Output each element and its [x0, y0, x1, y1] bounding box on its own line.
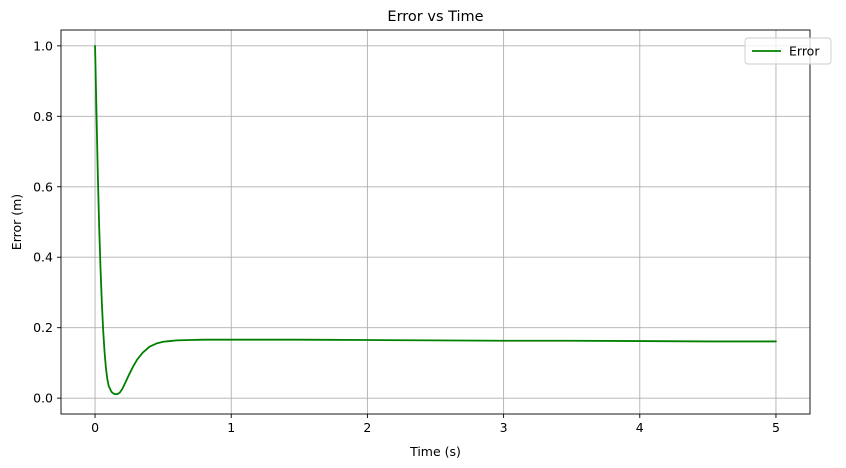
y-tick-label: 0.0 [33, 391, 53, 406]
chart-title: Error vs Time [387, 9, 483, 25]
x-tick-label: 0 [91, 420, 99, 435]
x-axis-ticks: 0 1 2 3 4 5 [91, 414, 780, 435]
y-axis-ticks: 0.0 0.2 0.4 0.6 0.8 1.0 [33, 38, 61, 406]
y-tick-label: 1.0 [33, 38, 53, 53]
x-tick-label: 5 [772, 420, 780, 435]
x-axis-label: Time (s) [409, 444, 461, 459]
y-tick-label: 0.6 [33, 179, 53, 194]
y-tick-label: 0.2 [33, 320, 53, 335]
legend: Error [744, 37, 832, 65]
axes-frame [60, 29, 811, 415]
y-gridlines [61, 45, 810, 399]
y-axis-label: Error (m) [9, 194, 24, 250]
x-tick-label: 1 [227, 420, 235, 435]
y-tick-label: 0.8 [33, 109, 53, 124]
x-gridlines [94, 30, 777, 414]
series-line-error [94, 44, 777, 396]
legend-box [744, 37, 832, 65]
plot-area [61, 30, 810, 414]
legend-label-error: Error [789, 44, 820, 59]
x-tick-label: 3 [500, 420, 508, 435]
y-tick-label: 0.4 [33, 250, 53, 265]
x-tick-label: 2 [363, 420, 371, 435]
series-group [94, 44, 777, 396]
x-tick-label: 4 [636, 420, 644, 435]
